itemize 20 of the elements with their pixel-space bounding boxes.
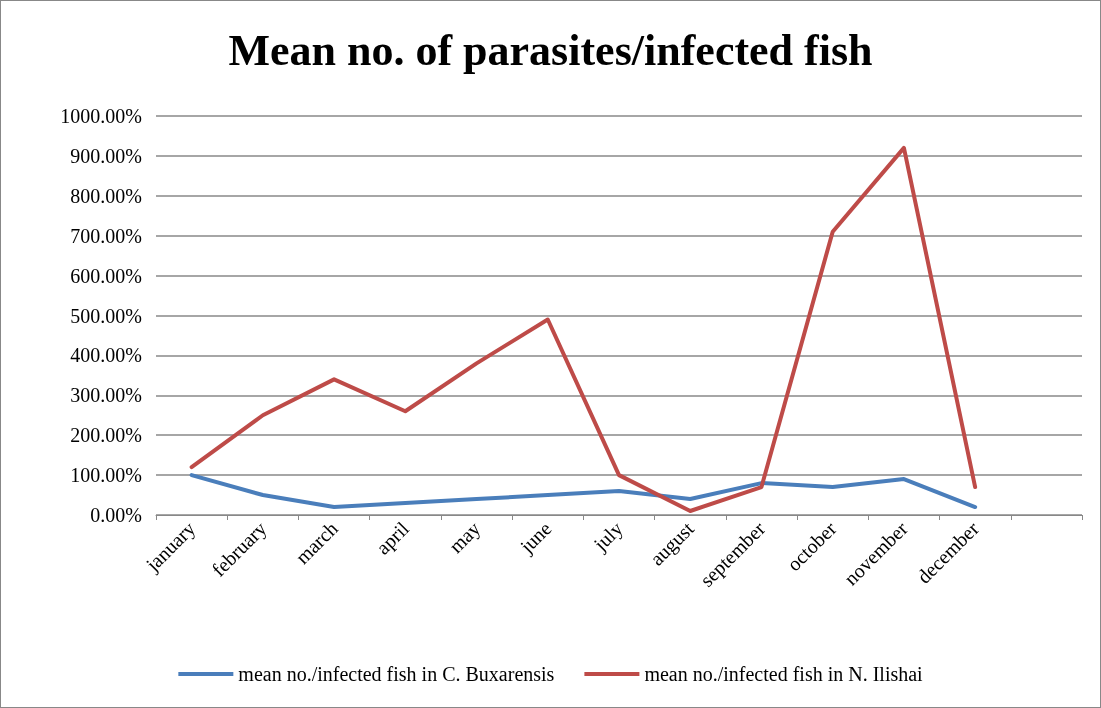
y-tick-label: 700.00% [70, 224, 142, 247]
y-tick-label: 400.00% [70, 344, 142, 367]
x-tick-label: april [371, 516, 415, 560]
x-tick-label: may [444, 517, 486, 558]
x-tick-label: june [514, 517, 557, 559]
x-tick-label: july [588, 517, 628, 557]
chart-title: Mean no. of parasites/infected fish [228, 25, 873, 75]
y-tick-label: 0.00% [90, 504, 142, 526]
legend-label: mean no./infected fish in N. Ilishai [644, 663, 924, 685]
y-tick-label: 500.00% [70, 304, 142, 327]
line-series [189, 473, 978, 510]
line-series [189, 145, 978, 514]
y-tick-label: 100.00% [70, 464, 142, 487]
y-tick-label: 1000.00% [60, 105, 142, 127]
y-tick-label: 300.00% [70, 384, 142, 407]
y-tick-label: 900.00% [70, 144, 142, 167]
y-tick-label: 600.00% [70, 264, 142, 287]
y-tick-label: 200.00% [70, 424, 142, 447]
legend-label: mean no./infected fish in C. Buxarensis [238, 663, 555, 685]
y-tick-label: 800.00% [70, 184, 142, 207]
